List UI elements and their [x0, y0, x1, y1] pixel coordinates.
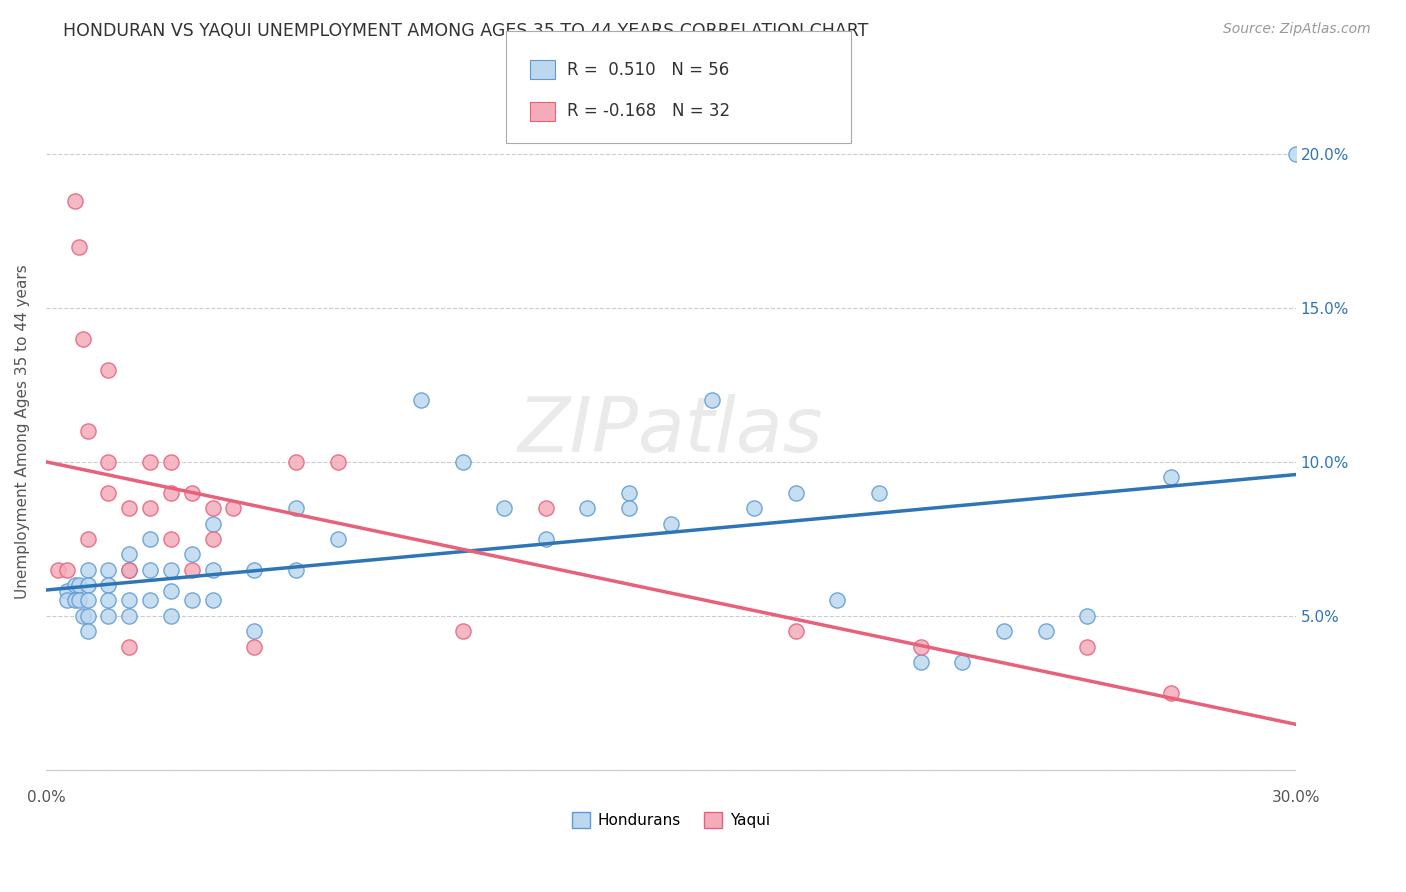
- Point: [451, 455, 474, 469]
- Point: [494, 501, 516, 516]
- Point: [67, 593, 90, 607]
- Point: [160, 532, 183, 546]
- Point: [284, 501, 307, 516]
- Point: [139, 563, 162, 577]
- Point: [868, 485, 890, 500]
- Point: [993, 624, 1015, 639]
- Point: [118, 640, 141, 654]
- Point: [118, 563, 141, 577]
- Text: Source: ZipAtlas.com: Source: ZipAtlas.com: [1223, 22, 1371, 37]
- Point: [160, 455, 183, 469]
- Point: [201, 593, 224, 607]
- Point: [97, 455, 120, 469]
- Point: [243, 640, 266, 654]
- Point: [326, 455, 349, 469]
- Point: [243, 563, 266, 577]
- Point: [139, 455, 162, 469]
- Point: [451, 624, 474, 639]
- Point: [201, 516, 224, 531]
- Point: [785, 624, 807, 639]
- Point: [63, 194, 86, 208]
- Point: [160, 584, 183, 599]
- Point: [284, 563, 307, 577]
- Point: [118, 547, 141, 561]
- Legend: Hondurans, Yaqui: Hondurans, Yaqui: [565, 805, 776, 834]
- Point: [76, 563, 98, 577]
- Point: [950, 655, 973, 669]
- Point: [118, 593, 141, 607]
- Point: [180, 563, 202, 577]
- Text: R = -0.168   N = 32: R = -0.168 N = 32: [567, 103, 730, 120]
- Point: [1035, 624, 1057, 639]
- Point: [201, 563, 224, 577]
- Point: [67, 578, 90, 592]
- Point: [63, 578, 86, 592]
- Point: [56, 593, 79, 607]
- Point: [76, 532, 98, 546]
- Point: [118, 608, 141, 623]
- Point: [97, 608, 120, 623]
- Point: [617, 485, 640, 500]
- Point: [827, 593, 849, 607]
- Point: [97, 578, 120, 592]
- Point: [1160, 686, 1182, 700]
- Point: [180, 547, 202, 561]
- Point: [284, 455, 307, 469]
- Point: [785, 485, 807, 500]
- Point: [659, 516, 682, 531]
- Point: [97, 485, 120, 500]
- Point: [76, 624, 98, 639]
- Point: [243, 624, 266, 639]
- Point: [97, 563, 120, 577]
- Point: [702, 393, 724, 408]
- Point: [67, 240, 90, 254]
- Text: HONDURAN VS YAQUI UNEMPLOYMENT AMONG AGES 35 TO 44 YEARS CORRELATION CHART: HONDURAN VS YAQUI UNEMPLOYMENT AMONG AGE…: [63, 22, 869, 40]
- Point: [139, 501, 162, 516]
- Point: [201, 501, 224, 516]
- Y-axis label: Unemployment Among Ages 35 to 44 years: Unemployment Among Ages 35 to 44 years: [15, 264, 30, 599]
- Point: [1160, 470, 1182, 484]
- Point: [48, 563, 70, 577]
- Point: [409, 393, 432, 408]
- Point: [72, 608, 94, 623]
- Point: [534, 501, 557, 516]
- Point: [139, 532, 162, 546]
- Point: [222, 501, 245, 516]
- Point: [742, 501, 765, 516]
- Point: [160, 608, 183, 623]
- Point: [326, 532, 349, 546]
- Point: [56, 584, 79, 599]
- Point: [910, 640, 932, 654]
- Point: [76, 608, 98, 623]
- Point: [160, 485, 183, 500]
- Point: [910, 655, 932, 669]
- Point: [118, 563, 141, 577]
- Point: [56, 563, 79, 577]
- Point: [76, 593, 98, 607]
- Point: [160, 563, 183, 577]
- Point: [97, 593, 120, 607]
- Point: [72, 332, 94, 346]
- Point: [1076, 640, 1098, 654]
- Point: [617, 501, 640, 516]
- Text: ZIPatlas: ZIPatlas: [517, 394, 824, 468]
- Point: [534, 532, 557, 546]
- Point: [76, 424, 98, 438]
- Point: [118, 501, 141, 516]
- Point: [180, 593, 202, 607]
- Point: [139, 593, 162, 607]
- Point: [1284, 147, 1306, 161]
- Point: [76, 578, 98, 592]
- Point: [576, 501, 599, 516]
- Point: [63, 593, 86, 607]
- Point: [201, 532, 224, 546]
- Point: [97, 362, 120, 376]
- Point: [180, 485, 202, 500]
- Text: R =  0.510   N = 56: R = 0.510 N = 56: [567, 61, 728, 78]
- Point: [1076, 608, 1098, 623]
